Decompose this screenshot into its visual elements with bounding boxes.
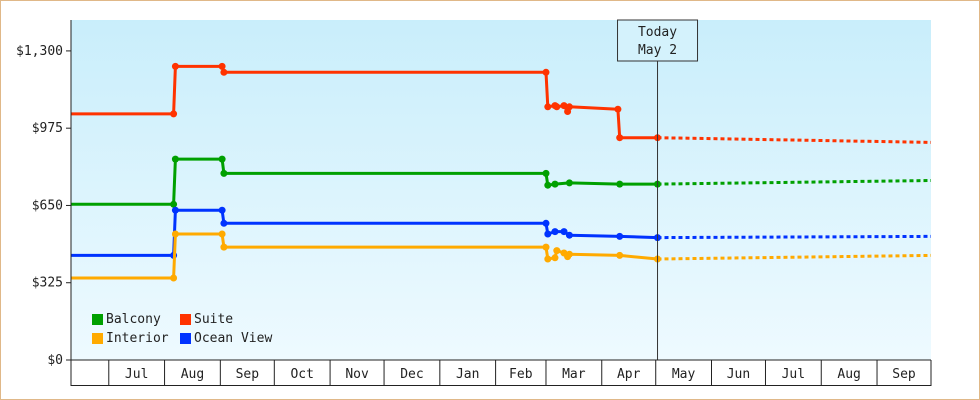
today-label-box [617,19,699,62]
legend-label-ocean-view: Ocean View [194,331,273,346]
data-point-ocean-view [616,232,624,240]
legend-item-suite: Suite [180,312,290,327]
data-point-balcony [171,155,179,163]
data-point-ocean-view [544,230,552,238]
data-point-suite [560,102,568,110]
series-line-ocean-view [71,208,658,257]
data-point-balcony [551,180,559,188]
y-tick-label: $325 [32,276,63,291]
data-point-balcony [220,169,228,177]
data-point-interior [218,230,226,238]
data-point-suite [553,103,561,111]
x-tick-label: Sep [236,367,260,382]
data-point-interior [220,243,228,251]
forecast-line-balcony [657,179,932,186]
x-tick-label: Aug [837,367,860,382]
x-tick-label: Oct [290,367,313,382]
data-point-suite [614,105,622,113]
legend-swatch-balcony [92,314,103,325]
today-label-line2: May 2 [638,43,677,58]
data-point-suite [565,103,573,111]
legend-label-suite: Suite [194,312,234,327]
data-point-balcony [616,180,624,188]
legend: Balcony Suite Interior Ocean View [92,312,290,346]
legend-item-interior: Interior [92,331,180,346]
data-point-ocean-view [542,219,550,227]
x-tick-label: Sep [892,367,916,382]
legend-label-interior: Interior [106,331,169,346]
x-tick-label: Jul [782,367,805,382]
y-tick-label: $975 [32,121,63,136]
x-tick-label: Jan [456,367,479,382]
data-point-ocean-view [551,228,559,236]
data-point-suite [544,103,552,111]
data-point-interior [551,254,559,262]
data-point-interior [544,255,552,263]
legend-label-balcony: Balcony [106,312,161,327]
data-point-ocean-view [218,206,226,214]
x-tick-label: Nov [345,367,369,382]
x-tick-label: Aug [181,367,204,382]
data-point-suite [171,62,179,70]
forecast-line-interior [657,253,932,261]
legend-swatch-interior [92,333,103,344]
data-point-balcony [218,155,226,163]
data-point-ocean-view [171,206,179,214]
x-tick-label: Apr [617,367,641,382]
data-point-balcony [565,179,573,187]
data-point-interior [170,274,178,282]
x-tick-label: Jul [125,367,148,382]
data-point-balcony [542,169,550,177]
forecast-line-ocean-view [657,234,932,240]
data-point-ocean-view [560,228,568,236]
legend-swatch-ocean-view [180,333,191,344]
x-tick-label: Dec [400,367,423,382]
x-tick-label: May [672,367,696,382]
x-tick-label: Feb [509,367,533,382]
data-point-suite [542,68,550,76]
data-point-suite [170,110,178,118]
data-point-suite [616,134,624,142]
data-point-interior [171,230,179,238]
data-point-ocean-view [220,219,228,227]
y-tick-label: $0 [47,353,63,368]
forecast-line-suite [657,136,932,144]
data-point-suite [220,68,228,76]
data-point-ocean-view [565,231,573,239]
y-tick-label: $650 [32,198,63,213]
legend-swatch-suite [180,314,191,325]
plot-background [71,20,931,360]
legend-item-ocean-view: Ocean View [180,331,290,346]
data-point-interior [542,243,550,251]
x-tick-label: Jun [727,367,750,382]
y-tick-label: $1,300 [16,44,63,59]
data-point-interior [616,251,624,259]
data-point-interior [553,247,561,255]
x-tick-label: Mar [562,367,586,382]
data-point-balcony [170,200,178,208]
today-label-line1: Today [638,25,677,40]
data-point-suite [218,62,226,70]
data-point-balcony [544,181,552,189]
legend-item-balcony: Balcony [92,312,180,327]
data-point-interior [565,250,573,258]
